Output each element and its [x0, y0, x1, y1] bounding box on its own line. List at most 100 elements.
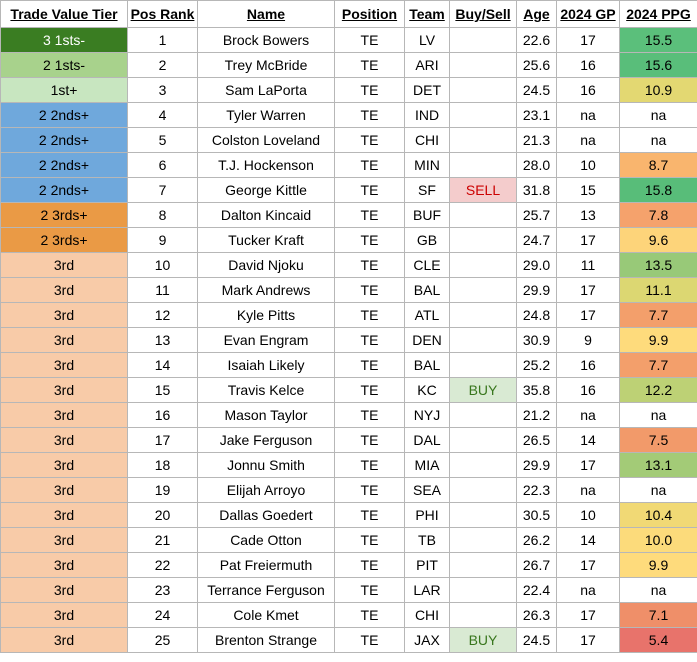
player-name-cell[interactable]: Isaiah Likely — [197, 352, 335, 378]
header-position[interactable]: Position — [334, 0, 405, 28]
buy-sell-cell[interactable] — [449, 452, 517, 478]
team-cell[interactable]: NYJ — [404, 402, 450, 428]
position-cell[interactable]: TE — [334, 327, 405, 353]
pos-rank-cell[interactable]: 7 — [127, 177, 198, 203]
pos-rank-cell[interactable]: 4 — [127, 102, 198, 128]
player-name-cell[interactable]: Tucker Kraft — [197, 227, 335, 253]
team-cell[interactable]: PIT — [404, 552, 450, 578]
ppg-cell[interactable]: 7.1 — [619, 602, 697, 628]
gp-cell[interactable]: 17 — [556, 602, 620, 628]
gp-cell[interactable]: 16 — [556, 52, 620, 78]
player-name-cell[interactable]: Tyler Warren — [197, 102, 335, 128]
buy-sell-cell[interactable] — [449, 352, 517, 378]
tier-cell[interactable]: 3rd — [0, 477, 128, 503]
gp-cell[interactable]: 16 — [556, 352, 620, 378]
player-name-cell[interactable]: Elijah Arroyo — [197, 477, 335, 503]
ppg-cell[interactable]: 11.1 — [619, 277, 697, 303]
player-name-cell[interactable]: Trey McBride — [197, 52, 335, 78]
age-cell[interactable]: 26.2 — [516, 527, 557, 553]
ppg-cell[interactable]: na — [619, 477, 697, 503]
team-cell[interactable]: CHI — [404, 602, 450, 628]
position-cell[interactable]: TE — [334, 152, 405, 178]
age-cell[interactable]: 26.7 — [516, 552, 557, 578]
pos-rank-cell[interactable]: 6 — [127, 152, 198, 178]
team-cell[interactable]: MIA — [404, 452, 450, 478]
header-2024-ppg[interactable]: 2024 PPG — [619, 0, 697, 28]
gp-cell[interactable]: 16 — [556, 377, 620, 403]
player-name-cell[interactable]: Mason Taylor — [197, 402, 335, 428]
pos-rank-cell[interactable]: 21 — [127, 527, 198, 553]
tier-cell[interactable]: 3rd — [0, 577, 128, 603]
pos-rank-cell[interactable]: 16 — [127, 402, 198, 428]
position-cell[interactable]: TE — [334, 77, 405, 103]
player-name-cell[interactable]: David Njoku — [197, 252, 335, 278]
age-cell[interactable]: 21.2 — [516, 402, 557, 428]
buy-sell-cell[interactable] — [449, 427, 517, 453]
pos-rank-cell[interactable]: 24 — [127, 602, 198, 628]
buy-sell-cell[interactable] — [449, 227, 517, 253]
position-cell[interactable]: TE — [334, 552, 405, 578]
pos-rank-cell[interactable]: 3 — [127, 77, 198, 103]
player-name-cell[interactable]: Sam LaPorta — [197, 77, 335, 103]
position-cell[interactable]: TE — [334, 602, 405, 628]
position-cell[interactable]: TE — [334, 277, 405, 303]
ppg-cell[interactable]: 9.9 — [619, 327, 697, 353]
tier-cell[interactable]: 3rd — [0, 427, 128, 453]
player-name-cell[interactable]: Pat Freiermuth — [197, 552, 335, 578]
player-name-cell[interactable]: Dalton Kincaid — [197, 202, 335, 228]
player-name-cell[interactable]: Travis Kelce — [197, 377, 335, 403]
gp-cell[interactable]: 15 — [556, 177, 620, 203]
position-cell[interactable]: TE — [334, 177, 405, 203]
header-2024-gp[interactable]: 2024 GP — [556, 0, 620, 28]
player-name-cell[interactable]: George Kittle — [197, 177, 335, 203]
player-name-cell[interactable]: Jake Ferguson — [197, 427, 335, 453]
team-cell[interactable]: ARI — [404, 52, 450, 78]
team-cell[interactable]: DET — [404, 77, 450, 103]
pos-rank-cell[interactable]: 17 — [127, 427, 198, 453]
team-cell[interactable]: SF — [404, 177, 450, 203]
gp-cell[interactable]: 11 — [556, 252, 620, 278]
gp-cell[interactable]: 9 — [556, 327, 620, 353]
team-cell[interactable]: BAL — [404, 277, 450, 303]
player-name-cell[interactable]: Cole Kmet — [197, 602, 335, 628]
position-cell[interactable]: TE — [334, 402, 405, 428]
tier-cell[interactable]: 2 1sts- — [0, 52, 128, 78]
gp-cell[interactable]: 10 — [556, 152, 620, 178]
age-cell[interactable]: 24.5 — [516, 77, 557, 103]
header-team[interactable]: Team — [404, 0, 450, 28]
pos-rank-cell[interactable]: 13 — [127, 327, 198, 353]
buy-sell-cell[interactable] — [449, 127, 517, 153]
ppg-cell[interactable]: 15.5 — [619, 27, 697, 53]
team-cell[interactable]: JAX — [404, 627, 450, 653]
player-name-cell[interactable]: Brock Bowers — [197, 27, 335, 53]
gp-cell[interactable]: 10 — [556, 502, 620, 528]
player-name-cell[interactable]: Brenton Strange — [197, 627, 335, 653]
pos-rank-cell[interactable]: 22 — [127, 552, 198, 578]
ppg-cell[interactable]: na — [619, 577, 697, 603]
position-cell[interactable]: TE — [334, 252, 405, 278]
tier-cell[interactable]: 2 3rds+ — [0, 227, 128, 253]
buy-sell-cell[interactable] — [449, 527, 517, 553]
ppg-cell[interactable]: 10.0 — [619, 527, 697, 553]
buy-sell-cell[interactable]: BUY — [449, 377, 517, 403]
buy-sell-cell[interactable] — [449, 602, 517, 628]
buy-sell-cell[interactable] — [449, 302, 517, 328]
gp-cell[interactable]: 17 — [556, 552, 620, 578]
pos-rank-cell[interactable]: 5 — [127, 127, 198, 153]
tier-cell[interactable]: 2 2nds+ — [0, 127, 128, 153]
age-cell[interactable]: 29.9 — [516, 452, 557, 478]
tier-cell[interactable]: 2 2nds+ — [0, 177, 128, 203]
gp-cell[interactable]: na — [556, 102, 620, 128]
position-cell[interactable]: TE — [334, 627, 405, 653]
player-name-cell[interactable]: Dallas Goedert — [197, 502, 335, 528]
age-cell[interactable]: 26.3 — [516, 602, 557, 628]
age-cell[interactable]: 22.6 — [516, 27, 557, 53]
team-cell[interactable]: GB — [404, 227, 450, 253]
pos-rank-cell[interactable]: 19 — [127, 477, 198, 503]
ppg-cell[interactable]: 9.6 — [619, 227, 697, 253]
buy-sell-cell[interactable] — [449, 202, 517, 228]
pos-rank-cell[interactable]: 8 — [127, 202, 198, 228]
ppg-cell[interactable]: 7.7 — [619, 302, 697, 328]
tier-cell[interactable]: 3rd — [0, 502, 128, 528]
team-cell[interactable]: DAL — [404, 427, 450, 453]
